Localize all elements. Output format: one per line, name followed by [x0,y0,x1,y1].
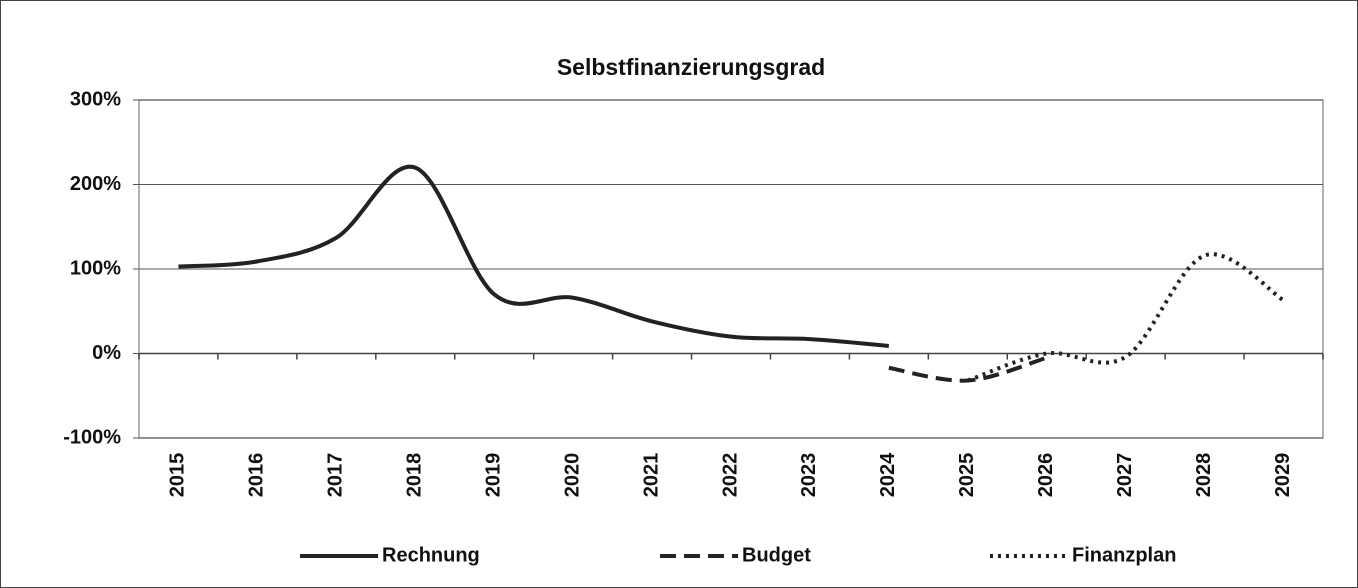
x-tick-label: 2018 [404,453,426,498]
x-tick-label: 2023 [798,453,820,498]
legend-label: Budget [742,544,811,566]
x-tick-label: 2025 [956,453,978,498]
x-tick-label: 2029 [1272,453,1294,498]
x-tick-label: 2019 [482,453,504,498]
x-tick-label: 2020 [561,453,583,498]
x-tick-label: 2027 [1114,453,1136,498]
x-tick-label: 2016 [246,453,268,498]
y-tick-label: 300% [70,88,121,110]
legend-label: Rechnung [382,544,480,566]
y-tick-label: 0% [92,342,121,364]
series-line [178,164,890,348]
y-tick-label: 100% [70,257,121,279]
y-tick-label: 200% [70,173,121,195]
y-tick-label: -100% [63,426,121,448]
x-tick-label: 2024 [877,452,899,497]
x-tick-label: 2026 [1035,453,1057,498]
x-tick-label: 2022 [719,453,741,498]
x-tick-label: 2028 [1193,453,1215,498]
legend-label: Finanzplan [1072,544,1176,566]
x-tick-label: 2015 [167,453,189,498]
series-line [967,252,1285,383]
x-tick-label: 2017 [325,453,347,498]
chart-title: Selbstfinanzierungsgrad [557,54,825,80]
x-tick-label: 2021 [640,453,662,498]
